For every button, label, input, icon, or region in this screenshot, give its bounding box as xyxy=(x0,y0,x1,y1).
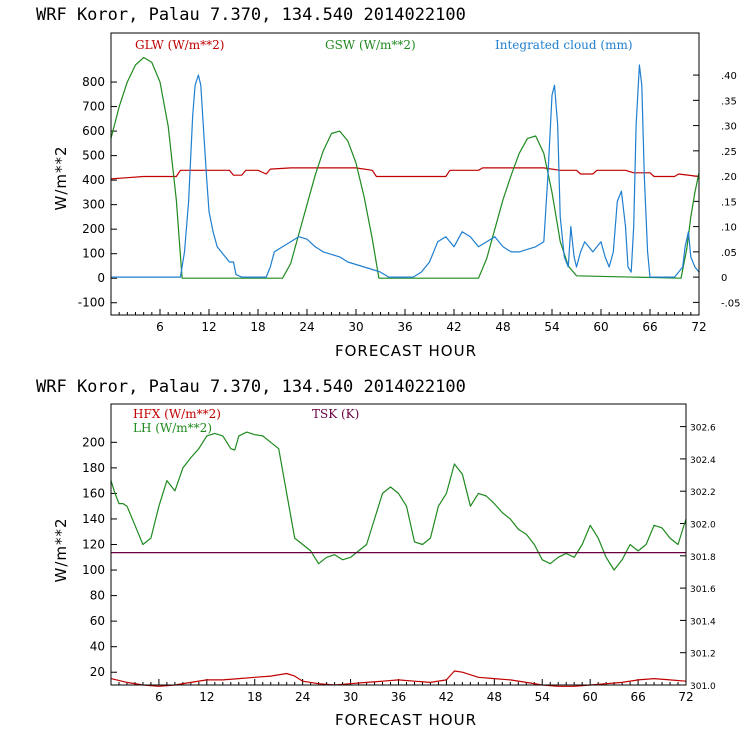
y2-tick-label: 301.4 xyxy=(690,617,716,627)
y2-tick-label: 302.4 xyxy=(690,456,716,466)
y2-tick-label: .15 xyxy=(721,197,737,208)
series-line-integrated xyxy=(111,64,700,278)
y2-tick-label: 301.6 xyxy=(690,585,716,595)
y-axis-label: W/m**2 xyxy=(52,517,70,582)
y-tick-label: 100 xyxy=(82,563,105,577)
x-tick-label: 66 xyxy=(630,690,645,704)
legend-item-glw: GLW (W/m**2) xyxy=(135,38,224,52)
x-tick-label: 60 xyxy=(583,690,598,704)
legend-item-gsw: GSW (W/m**2) xyxy=(325,38,416,52)
plot-frame xyxy=(110,403,687,686)
y2-tick-label: .35 xyxy=(721,96,737,107)
y-tick-label: 40 xyxy=(90,640,105,654)
y-tick-label: 100 xyxy=(82,247,105,261)
series-line-glw xyxy=(110,167,700,180)
y2-tick-label: 301.2 xyxy=(690,650,716,660)
legend-item-lh: LH (W/m**2) xyxy=(133,421,212,435)
series-line-gsw xyxy=(110,56,700,279)
legend-item-hfx: HFX (W/m**2) xyxy=(133,407,221,421)
chart-title: WRF Koror, Palau 7.370, 134.540 20140221… xyxy=(36,5,466,25)
x-tick-label: 72 xyxy=(678,690,693,704)
y-tick-label: 160 xyxy=(82,486,105,500)
x-tick-label: 24 xyxy=(295,690,310,704)
y-tick-label: 600 xyxy=(82,124,105,138)
chart-panel-hfx-lh: WRF Koror, Palau 7.370, 134.540 20140221… xyxy=(36,377,716,729)
x-tick-label: 6 xyxy=(155,690,163,704)
y2-tick-label: .20 xyxy=(721,172,737,183)
x-tick-label: 66 xyxy=(642,320,657,334)
x-tick-label: 54 xyxy=(535,690,550,704)
x-tick-label: 12 xyxy=(201,320,216,334)
series-line-lh xyxy=(110,431,687,571)
y-tick-label: 800 xyxy=(82,75,105,89)
chart-panel-glw-gsw: WRF Koror, Palau 7.370, 134.540 20140221… xyxy=(36,5,740,360)
y2-tick-label: .25 xyxy=(721,147,737,158)
chart-title: WRF Koror, Palau 7.370, 134.540 20140221… xyxy=(36,377,466,397)
y-tick-label: 60 xyxy=(90,614,105,628)
y2-tick-label: 0 xyxy=(721,273,727,284)
y-tick-label: 20 xyxy=(90,665,105,679)
x-tick-label: 48 xyxy=(495,320,510,334)
y2-tick-label: -.05 xyxy=(721,298,740,309)
x-axis-label: FORECAST HOUR xyxy=(335,342,477,360)
plot-frame xyxy=(110,32,700,316)
y-tick-label: 80 xyxy=(90,589,105,603)
x-tick-label: 36 xyxy=(397,320,412,334)
y2-tick-label: 301.0 xyxy=(690,682,716,692)
y-tick-label: 0 xyxy=(97,271,105,285)
y2-tick-label: 302.2 xyxy=(690,488,716,498)
y-tick-label: 180 xyxy=(82,461,105,475)
y-tick-label: 120 xyxy=(82,538,105,552)
x-tick-label: 30 xyxy=(348,320,363,334)
legend-item-tsk: TSK (K) xyxy=(312,407,359,421)
x-tick-label: 72 xyxy=(691,320,706,334)
y2-tick-label: .05 xyxy=(721,248,737,259)
x-tick-label: 18 xyxy=(247,690,262,704)
y2-tick-label: .40 xyxy=(721,71,737,82)
x-tick-label: 12 xyxy=(199,690,214,704)
y2-tick-label: .10 xyxy=(721,223,737,234)
x-tick-label: 42 xyxy=(439,690,454,704)
legend-item-integrated-cloud: Integrated cloud (mm) xyxy=(495,38,633,52)
y-tick-label: 200 xyxy=(82,222,105,236)
x-axis-label: FORECAST HOUR xyxy=(335,711,477,729)
x-tick-label: 48 xyxy=(487,690,502,704)
y-tick-label: 700 xyxy=(82,100,105,114)
x-tick-label: 60 xyxy=(593,320,608,334)
x-tick-label: 42 xyxy=(446,320,461,334)
x-tick-label: 36 xyxy=(391,690,406,704)
y-axis-label: W/m**2 xyxy=(52,145,70,210)
y-tick-label: 300 xyxy=(82,198,105,212)
x-tick-label: 54 xyxy=(544,320,559,334)
y-tick-label: 140 xyxy=(82,512,105,526)
x-tick-label: 18 xyxy=(250,320,265,334)
x-tick-label: 30 xyxy=(343,690,358,704)
y2-tick-label: 302.6 xyxy=(690,424,716,434)
y-tick-label: 400 xyxy=(82,173,105,187)
y2-tick-label: 302.0 xyxy=(690,521,716,531)
x-tick-label: 24 xyxy=(299,320,314,334)
y-tick-label: -100 xyxy=(78,296,105,310)
y-tick-label: 500 xyxy=(82,149,105,163)
y2-tick-label: 301.8 xyxy=(690,553,716,563)
x-tick-label: 6 xyxy=(156,320,164,334)
y-tick-label: 200 xyxy=(82,435,105,449)
y2-tick-label: .30 xyxy=(721,122,737,133)
